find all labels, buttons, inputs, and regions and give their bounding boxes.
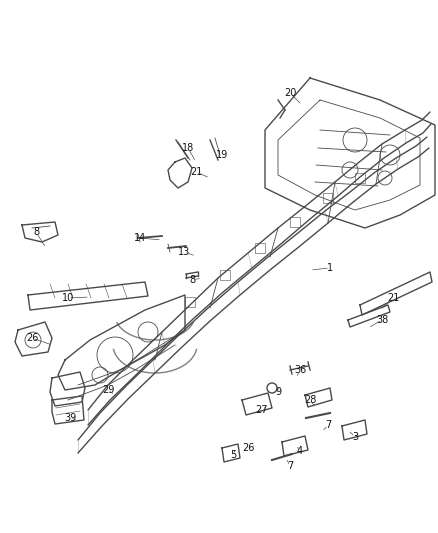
Text: 3: 3 — [352, 432, 358, 442]
Text: 26: 26 — [242, 443, 254, 453]
Text: 13: 13 — [178, 247, 190, 257]
Text: 18: 18 — [182, 143, 194, 153]
Bar — [255, 243, 265, 253]
Text: 20: 20 — [284, 88, 296, 98]
Bar — [185, 297, 195, 307]
Text: 5: 5 — [230, 450, 236, 460]
Text: 7: 7 — [325, 420, 331, 430]
Text: 14: 14 — [134, 233, 146, 243]
Text: 29: 29 — [102, 385, 114, 395]
Text: 36: 36 — [294, 365, 306, 375]
Text: 27: 27 — [256, 405, 268, 415]
Bar — [355, 173, 365, 183]
Text: 21: 21 — [387, 293, 399, 303]
Text: 19: 19 — [216, 150, 228, 160]
Text: 26: 26 — [26, 333, 38, 343]
Bar — [323, 193, 333, 203]
Text: 39: 39 — [64, 413, 76, 423]
Bar — [220, 270, 230, 280]
Text: 28: 28 — [304, 395, 316, 405]
Text: 8: 8 — [189, 275, 195, 285]
Text: 1: 1 — [327, 263, 333, 273]
Text: 7: 7 — [287, 461, 293, 471]
Bar — [290, 217, 300, 227]
Text: 21: 21 — [190, 167, 202, 177]
Text: 9: 9 — [275, 387, 281, 397]
Text: 38: 38 — [376, 315, 388, 325]
Text: 4: 4 — [297, 446, 303, 456]
Text: 8: 8 — [33, 227, 39, 237]
Text: 10: 10 — [62, 293, 74, 303]
